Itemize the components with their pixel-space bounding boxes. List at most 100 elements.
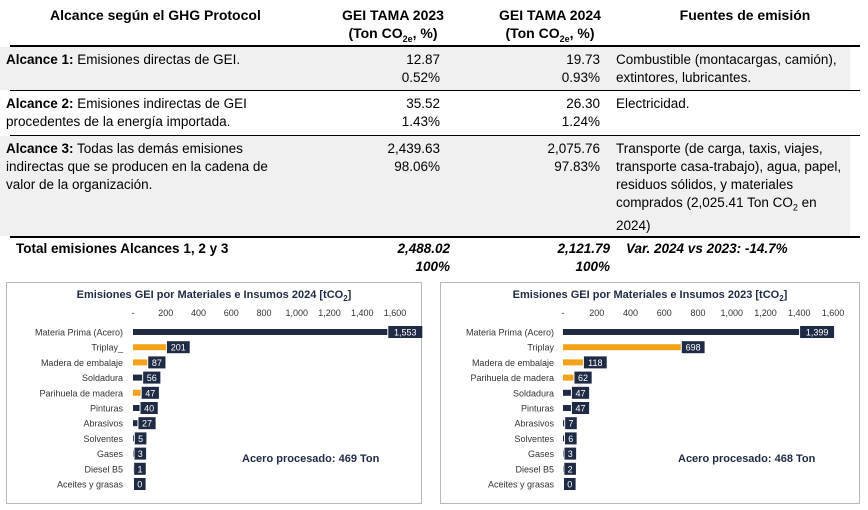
header-2023: GEI TAMA 2023 (Ton CO2e, %) [328,6,458,52]
row-divider [10,90,860,91]
value-2024-cell: 26.30 1.24% [561,96,600,129]
data-label-box [681,341,705,354]
scope-cell: Alcance 2: Emisiones indirectas de GEI p… [6,96,247,129]
bar [563,450,564,457]
bar [133,359,148,366]
x-tick-label: 1,200 [318,308,341,318]
data-label: 47 [576,404,586,414]
header-divider [10,45,860,47]
value-2023-cell: 12.87 0.52% [401,52,440,85]
chart-2024: Emisiones GEI por Materiales e Insumos 2… [6,282,423,504]
total-2024: 2,121.79 100% [557,241,610,274]
category-label: Gases [97,449,124,459]
table-row: Alcance 2: Emisiones indirectas de GEI p… [0,91,850,135]
x-tick-label: 200 [589,308,604,318]
total-variation: Var. 2024 vs 2023: -14.7% [626,241,788,256]
data-label-box [134,462,146,475]
bar [133,344,166,351]
bar [133,405,140,411]
data-label-box [166,341,190,354]
data-label: 698 [686,343,701,353]
total-label: Total emisiones Alcances 1, 2 y 3 [16,241,229,256]
bar [563,389,571,396]
data-label-box [140,402,158,414]
data-label-box [564,478,576,490]
header-2024: GEI TAMA 2024 (Ton CO2e, %) [480,6,620,52]
x-tick-label: 400 [191,308,206,318]
value-2023-cell: 2,439.63 98.06% [387,141,440,174]
category-label: Abrasivos [514,419,554,429]
sources-cell: Combustible (montacargas, camión), extin… [616,52,837,85]
data-label: 40 [144,404,154,414]
chart-note: Acero procesado: 468 Ton [678,453,816,465]
data-label: 87 [152,358,162,368]
category-label: Materia Prima (Acero) [35,328,123,338]
x-tick-label: 1,600 [822,308,845,318]
bar [133,374,143,381]
data-label-box [148,356,166,369]
bar [563,329,800,335]
data-label-box [565,432,577,445]
x-tick-label: 200 [158,308,173,318]
data-label-box [134,478,146,490]
data-label: 3 [138,449,143,459]
data-label: 201 [171,343,186,353]
data-label: 47 [145,388,155,398]
category-label: Diesel B5 [84,464,123,474]
data-label-box [571,402,590,414]
category-label: Soldadura [513,388,554,398]
data-label-box [388,326,423,338]
category-label: Gases [528,449,555,459]
category-label: Solventes [83,434,123,444]
x-tick-label: 800 [690,308,705,318]
scope-cell: Alcance 1: Emisiones directas de GEI. [6,52,241,67]
table-row: Alcance 3: Todas las demás emisiones ind… [0,136,850,236]
scope-cell: Alcance 3: Todas las demás emisiones ind… [6,141,268,192]
data-label: 3 [568,449,573,459]
header-2024-line1: GEI TAMA 2024 [499,7,601,23]
data-label-box [574,371,592,384]
total-divider [10,236,860,238]
x-tick-label: 1,200 [754,308,777,318]
data-label-box [571,386,590,399]
x-tick-label: 600 [657,308,672,318]
x-tick-label: 400 [623,308,638,318]
data-label: 2 [568,464,573,474]
x-tick-label: 1,400 [788,308,811,318]
value-2024-cell: 2,075.76 97.83% [547,141,600,174]
category-label: Aceites y grasas [488,480,555,490]
chart-plot: - 200 400 600 800 1,000 1,200 1,400 1,600 Materia… [466,308,845,490]
x-tick-label: - [562,308,565,318]
row-divider [10,135,860,136]
data-label-box [134,432,147,445]
category-label: Materia Prima (Acero) [466,328,554,338]
header-2024-line2: (Ton CO2e, %) [505,25,595,44]
category-label: Parihuela de madera [470,373,554,383]
data-label: 6 [568,434,573,444]
sources-cell: Transporte (de carga, taxis, viajes, tra… [616,141,842,233]
data-label: 0 [137,480,142,490]
category-label: Triplay_ [91,343,124,353]
data-label: 56 [147,373,157,383]
header-sources: Fuentes de emisión [679,7,811,23]
data-label: 47 [576,388,586,398]
chart-note: Acero procesado: 469 Ton [242,453,380,465]
data-label: 7 [568,419,573,429]
header-2023-line1: GEI TAMA 2023 [342,7,444,23]
x-tick-label: 1,600 [384,308,407,318]
table-row: Alcance 1: Emisiones directas de GEI. 12… [0,47,850,90]
data-label: 62 [578,373,588,383]
data-label: 1,399 [806,328,829,338]
chart-title: Emisiones GEI por Materiales e Insumos 2… [512,289,788,304]
category-label: Solventes [514,434,554,444]
data-label: 27 [142,419,152,429]
total-2023: 2,488.02 100% [397,241,450,274]
category-label: Triplay [527,343,554,353]
category-label: Parihuela de madera [39,388,123,398]
value-2023-cell: 35.52 1.43% [401,96,440,129]
bar [563,344,681,351]
bar [563,435,565,442]
data-label-box [565,417,577,430]
category-label: Pinturas [90,404,124,414]
category-label: Aceites y grasas [57,480,124,490]
